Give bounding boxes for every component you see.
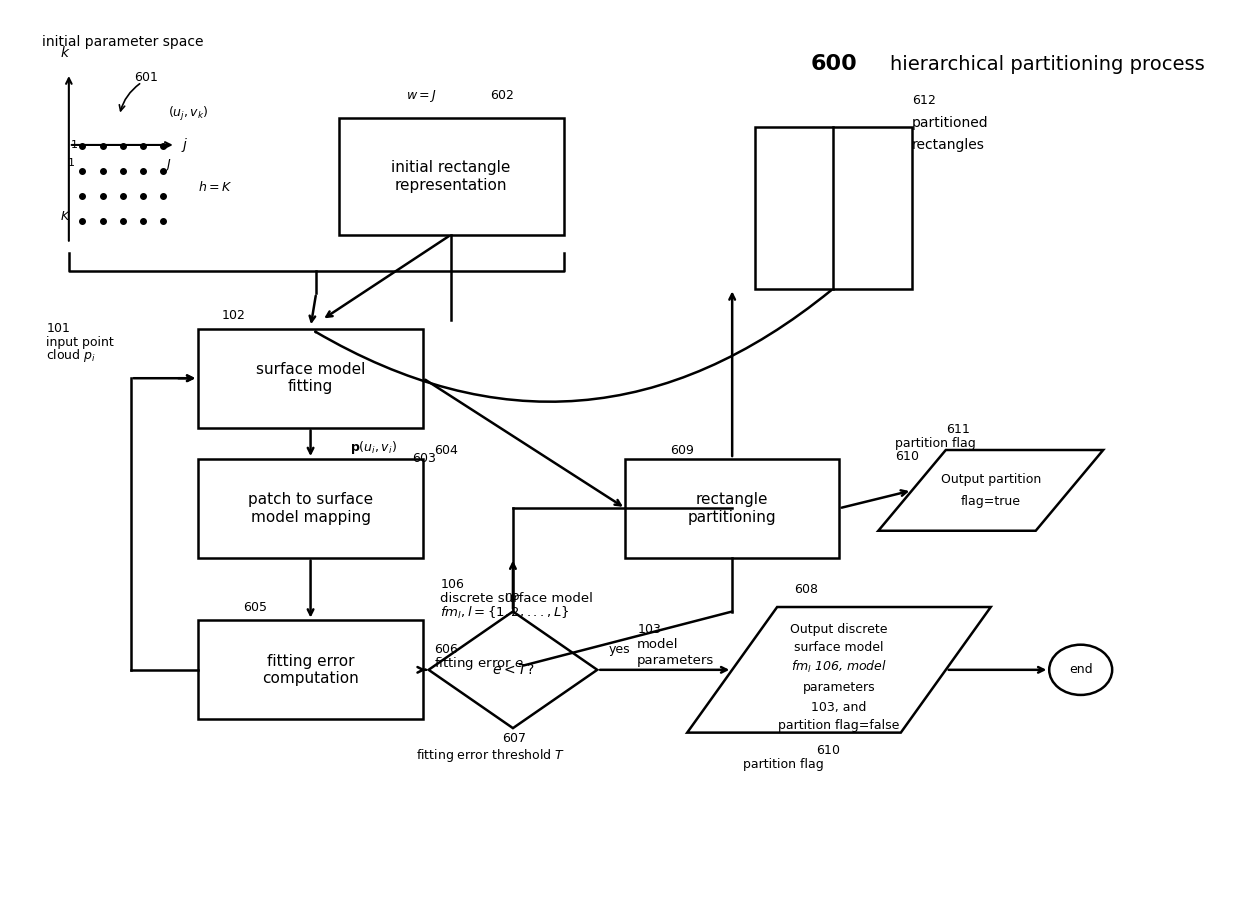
Text: Output partition: Output partition [941,473,1040,486]
Text: 103, and: 103, and [811,701,867,714]
Text: rectangles: rectangles [913,138,985,152]
Text: $h = K$: $h = K$ [198,180,232,194]
Text: model: model [636,638,678,652]
Text: $\mathsf{604}$: $\mathsf{604}$ [434,444,459,456]
Text: rectangle
partitioning: rectangle partitioning [688,492,776,525]
Text: partition flag: partition flag [895,437,976,450]
Text: surface model
fitting: surface model fitting [255,362,366,394]
Text: 1: 1 [68,158,74,168]
Text: $\mathsf{101}$: $\mathsf{101}$ [46,322,71,336]
Text: $\mathsf{606}$: $\mathsf{606}$ [434,643,459,656]
Text: $\mathsf{106}$: $\mathsf{106}$ [440,578,465,591]
Text: parameters: parameters [636,654,714,667]
Text: $\mathsf{102}$: $\mathsf{102}$ [221,309,246,322]
Text: Output discrete: Output discrete [790,623,888,636]
Text: fitting error $e$: fitting error $e$ [434,655,525,672]
FancyBboxPatch shape [198,459,423,558]
Text: parameters: parameters [802,681,875,694]
Text: $\mathsf{611}$: $\mathsf{611}$ [946,423,971,436]
Text: yes: yes [609,644,630,656]
Text: $\mathsf{609}$: $\mathsf{609}$ [671,444,696,456]
FancyBboxPatch shape [198,328,423,428]
Text: partition flag=false: partition flag=false [779,719,900,732]
Text: $\mathsf{601}$: $\mathsf{601}$ [134,71,159,85]
Text: hierarchical partitioning process: hierarchical partitioning process [889,55,1204,74]
Text: partitioned: partitioned [913,115,988,130]
Text: $\mathsf{610}$: $\mathsf{610}$ [895,450,920,463]
Text: patch to surface
model mapping: patch to surface model mapping [248,492,373,525]
Text: cloud $p_i$: cloud $p_i$ [46,347,97,365]
FancyArrowPatch shape [315,291,831,401]
Text: 600: 600 [811,54,858,74]
Text: $e < T$?: $e < T$? [492,662,534,677]
Text: $\mathsf{610}$: $\mathsf{610}$ [816,744,842,757]
Text: $\mathsf{607}$: $\mathsf{607}$ [502,733,527,745]
Text: $fm_l, l = \{1, 2, ..., L\}$: $fm_l, l = \{1, 2, ..., L\}$ [440,605,569,621]
Text: fitting error
computation: fitting error computation [262,653,358,686]
FancyBboxPatch shape [625,459,839,558]
Text: $j$: $j$ [181,136,188,154]
Text: $\mathsf{612}$: $\mathsf{612}$ [913,94,936,106]
Text: $(u_j, v_k)$: $(u_j, v_k)$ [167,104,208,122]
Text: $J$: $J$ [164,157,171,173]
Text: input point: input point [46,336,114,349]
Text: fitting error threshold $T$: fitting error threshold $T$ [415,747,565,763]
Text: 1: 1 [71,140,78,150]
Text: $w = J$: $w = J$ [407,87,436,104]
Text: surface model: surface model [795,641,884,654]
Text: $\mathsf{103}$: $\mathsf{103}$ [636,623,661,636]
Text: initial parameter space: initial parameter space [42,35,203,49]
Text: $\mathsf{605}$: $\mathsf{605}$ [243,600,268,614]
Text: $\mathbf{p}(u_i, v_i)$: $\mathbf{p}(u_i, v_i)$ [350,439,397,455]
FancyBboxPatch shape [755,127,913,289]
Text: discrete surface model: discrete surface model [440,591,593,605]
Text: end: end [1069,663,1092,676]
Text: $\mathsf{602}$: $\mathsf{602}$ [491,89,515,102]
Text: $fm_l$ 106, model: $fm_l$ 106, model [791,659,887,675]
Text: no: no [505,590,521,602]
Text: $\mathsf{608}$: $\mathsf{608}$ [794,582,820,596]
Text: initial rectangle
representation: initial rectangle representation [392,160,511,193]
Text: $\mathsf{603}$: $\mathsf{603}$ [412,453,436,465]
Text: flag=true: flag=true [961,495,1021,508]
Text: $k$: $k$ [61,45,71,59]
Text: $K$: $K$ [60,211,71,223]
Text: partition flag: partition flag [744,758,825,770]
FancyBboxPatch shape [339,118,563,235]
FancyBboxPatch shape [198,620,423,719]
